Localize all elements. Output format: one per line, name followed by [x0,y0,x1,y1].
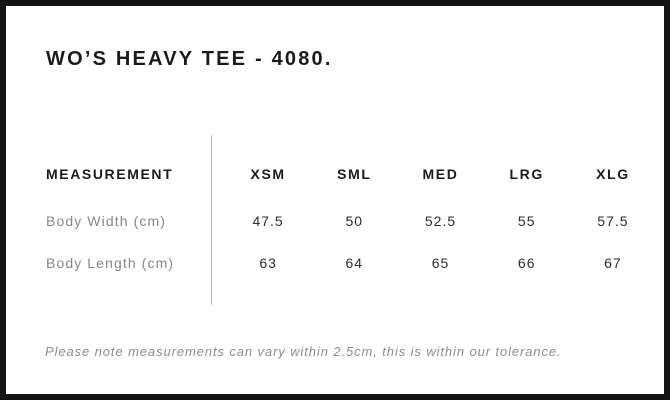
row-label-body-width: Body Width (cm) [46,213,166,229]
body-length-xsm: 63 [259,255,277,271]
size-header-xlg: XLG [596,166,630,182]
body-width-lrg: 55 [517,213,536,229]
size-header-cells: XSM SML MED LRG XLG [211,166,656,182]
body-width-values: 47.5 50 52.5 55 57.5 [211,213,656,229]
size-header-med: MED [422,166,459,182]
body-width-sml: 50 [345,213,364,229]
size-header-sml: SML [337,166,372,182]
page-title: WO’S HEAVY TEE - 4080. [46,48,333,70]
body-width-xlg: 57.5 [597,213,629,229]
body-length-values: 63 64 65 66 67 [211,255,656,271]
size-header-lrg: LRG [509,166,544,182]
body-length-xlg: 67 [604,255,622,271]
size-header-xsm: XSM [250,166,286,182]
size-chart-header-row: MEASUREMENT XSM SML MED LRG XLG [46,162,656,186]
body-length-med: 65 [431,255,450,271]
measurement-column-header: MEASUREMENT [46,166,174,182]
table-row-body-length: Body Length (cm) 63 64 65 66 67 [46,251,656,275]
tolerance-note: Please note measurements can vary within… [45,344,562,359]
table-vertical-divider [211,135,212,305]
body-length-sml: 64 [345,255,364,271]
body-width-med: 52.5 [424,213,457,229]
table-row-body-width: Body Width (cm) 47.5 50 52.5 55 57.5 [46,209,656,233]
body-length-lrg: 66 [517,255,536,271]
row-label-body-length: Body Length (cm) [46,255,175,271]
body-width-xsm: 47.5 [252,213,284,229]
